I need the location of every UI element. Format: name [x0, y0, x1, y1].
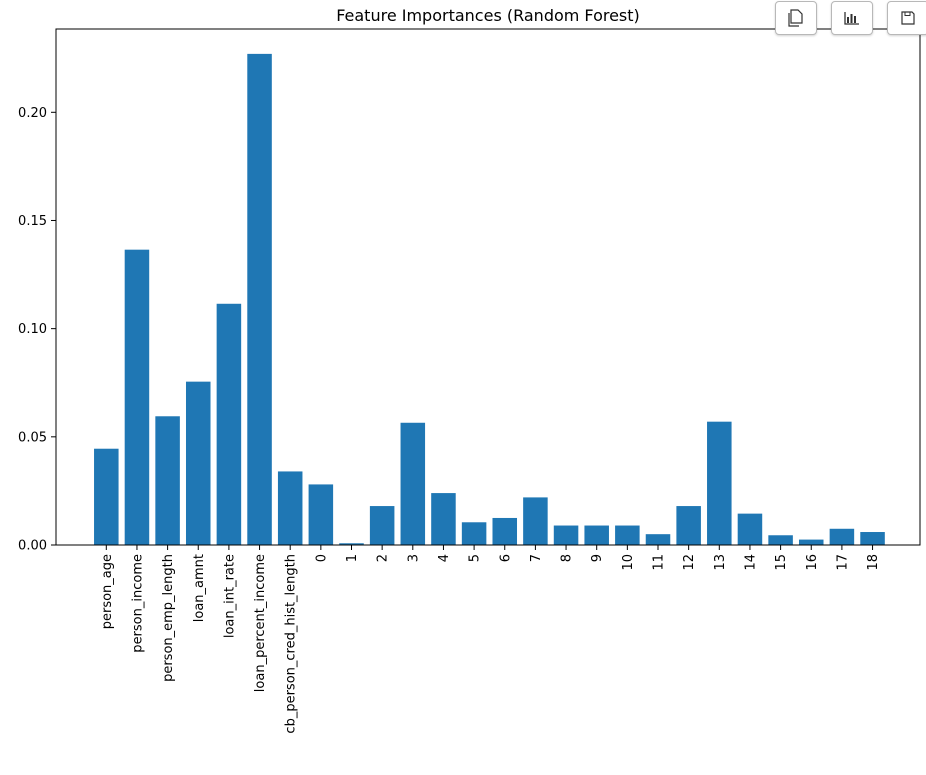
bar-8 [553, 525, 579, 545]
bar-loan_amnt [185, 381, 211, 545]
x-tick-label: 3 [406, 554, 421, 562]
x-tick-label: 9 [590, 554, 605, 562]
chart-button[interactable] [831, 1, 873, 35]
bar-person_age [94, 448, 119, 545]
bar-13 [707, 421, 732, 545]
x-tick-label: 11 [652, 554, 667, 571]
x-tick-label: 13 [713, 554, 728, 571]
x-tick-label: 4 [437, 554, 452, 562]
bar-10 [615, 525, 640, 545]
x-tick-label: 10 [621, 554, 636, 571]
bar-loan_int_rate [216, 303, 242, 545]
y-tick-label: 0.10 [18, 322, 47, 337]
y-tick-label: 0.00 [18, 539, 47, 554]
save-button[interactable] [887, 1, 926, 35]
copy-button[interactable] [775, 1, 817, 35]
bar-16 [798, 539, 824, 545]
bar-17 [829, 528, 855, 545]
bar-14 [737, 513, 763, 545]
bar-person_income [124, 249, 150, 545]
x-tick-label: person_age [100, 554, 115, 629]
bar-cb_person_cred_hist_length [277, 471, 303, 545]
bar-0 [308, 484, 334, 545]
x-tick-label: 2 [376, 554, 391, 562]
x-tick-label: loan_amnt [192, 554, 207, 622]
plot-frame [55, 28, 921, 546]
x-tick-label: person_emp_length [161, 554, 176, 682]
bar-18 [860, 532, 885, 545]
bar-7 [523, 497, 548, 545]
x-tick-label: 7 [529, 554, 544, 562]
bar-11 [645, 534, 671, 545]
x-tick-label: 1 [345, 554, 360, 562]
bar-2 [369, 506, 395, 545]
bar-12 [676, 506, 701, 545]
x-tick-label: 12 [682, 554, 697, 571]
x-tick-label: 18 [866, 554, 881, 571]
x-tick-label: 0 [314, 554, 329, 562]
x-tick-label: 14 [743, 554, 758, 571]
bar-1 [339, 543, 364, 545]
y-tick-label: 0.15 [18, 214, 47, 229]
chart-icon [844, 12, 859, 25]
bar-loan_percent_income [247, 53, 272, 545]
bar-9 [584, 525, 609, 545]
bar-15 [768, 535, 793, 545]
y-tick-label: 0.20 [18, 106, 47, 121]
x-tick-label: 17 [835, 554, 850, 571]
y-tick-label: 0.05 [18, 430, 47, 445]
bar-person_emp_length [155, 416, 180, 545]
plot-toolbar [775, 1, 926, 35]
bar-3 [400, 422, 426, 545]
x-tick-label: 5 [468, 554, 483, 562]
bar-6 [492, 517, 518, 545]
x-tick-label: 6 [498, 554, 513, 562]
x-tick-label: loan_percent_income [253, 554, 268, 692]
x-tick-label: 8 [560, 554, 575, 562]
bar-4 [431, 493, 456, 545]
x-tick-label: loan_int_rate [222, 554, 237, 638]
save-icon [901, 11, 915, 25]
chart-title: Feature Importances (Random Forest) [336, 6, 640, 25]
x-tick-label: cb_person_cred_hist_length [284, 554, 299, 734]
x-tick-label: 16 [805, 554, 820, 571]
x-tick-label: 15 [774, 554, 789, 571]
bar-5 [461, 522, 487, 545]
copy-icon [788, 9, 803, 27]
x-tick-label: person_income [130, 554, 145, 653]
